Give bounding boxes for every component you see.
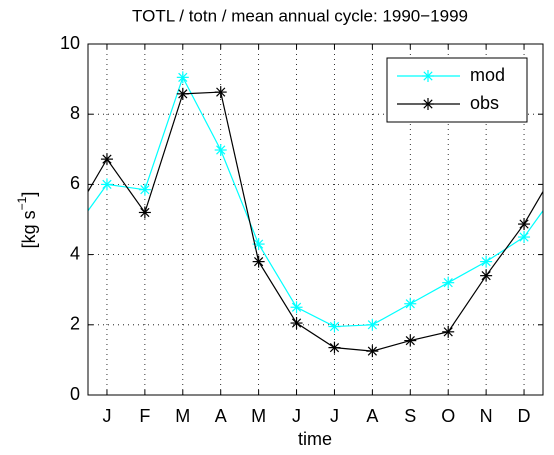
marker bbox=[138, 183, 151, 196]
legend-box bbox=[386, 57, 528, 123]
marker-stroke bbox=[178, 72, 188, 82]
legend-marker bbox=[422, 70, 434, 82]
marker-stroke bbox=[367, 320, 377, 330]
wrap-line bbox=[87, 184, 108, 212]
series-line bbox=[106, 75, 525, 328]
marker-stroke bbox=[443, 278, 453, 288]
marker-stroke bbox=[481, 271, 491, 281]
marker-stroke bbox=[423, 99, 433, 109]
x-tick-label: N bbox=[480, 406, 493, 426]
marker-stroke bbox=[329, 342, 340, 353]
marker bbox=[480, 255, 493, 268]
marker-stroke bbox=[519, 232, 529, 242]
marker bbox=[518, 231, 531, 244]
marker-stroke bbox=[291, 302, 302, 312]
wrap-line bbox=[523, 191, 544, 225]
marker-stroke bbox=[443, 327, 453, 337]
marker-stroke bbox=[291, 318, 302, 328]
marker bbox=[404, 334, 417, 347]
y-axis-label: [kg s−1] bbox=[15, 192, 39, 249]
marker-stroke bbox=[140, 207, 150, 218]
marker-stroke bbox=[367, 346, 377, 356]
y-label-sup: −1 bbox=[15, 196, 29, 210]
x-tick-label: O bbox=[441, 406, 455, 426]
marker-stroke bbox=[481, 256, 491, 267]
x-tick-label: A bbox=[366, 406, 378, 426]
marker bbox=[366, 345, 379, 358]
x-tick-label: J bbox=[102, 406, 111, 426]
series-line bbox=[106, 91, 525, 352]
marker-stroke bbox=[519, 219, 529, 229]
marker bbox=[328, 320, 341, 333]
marker-stroke bbox=[140, 185, 150, 195]
x-tick-label: M bbox=[251, 406, 266, 426]
wrap-line bbox=[87, 158, 108, 192]
y-tick-label: 2 bbox=[70, 314, 80, 334]
marker-stroke bbox=[423, 71, 433, 81]
chart-title: TOTL / totn / mean annual cycle: 1990−19… bbox=[132, 6, 468, 25]
legend-label: mod bbox=[470, 65, 505, 85]
x-tick-label: J bbox=[330, 406, 339, 426]
marker-stroke bbox=[329, 321, 340, 332]
marker bbox=[404, 297, 417, 310]
x-tick-label: J bbox=[292, 406, 301, 426]
y-label-part: ] bbox=[19, 192, 39, 197]
x-tick-label: A bbox=[215, 406, 227, 426]
marker bbox=[442, 325, 455, 338]
marker bbox=[518, 218, 531, 231]
marker bbox=[214, 86, 227, 99]
y-label-part: [kg s bbox=[19, 210, 39, 248]
y-tick-label: 4 bbox=[70, 243, 80, 263]
marker-stroke bbox=[405, 335, 415, 346]
marker bbox=[442, 276, 455, 289]
marker bbox=[176, 71, 189, 84]
marker bbox=[176, 87, 189, 100]
marker-stroke bbox=[178, 89, 188, 99]
x-tick-label: F bbox=[139, 406, 150, 426]
y-tick-label: 8 bbox=[70, 103, 80, 123]
marker bbox=[290, 317, 303, 330]
marker bbox=[100, 178, 113, 191]
legend-marker bbox=[422, 98, 434, 110]
wrap-line bbox=[523, 210, 544, 238]
marker-stroke bbox=[102, 154, 112, 164]
marker-stroke bbox=[405, 299, 415, 309]
x-tick-label: M bbox=[175, 406, 190, 426]
x-tick-label: S bbox=[404, 406, 416, 426]
marker-stroke bbox=[216, 145, 226, 155]
x-axis-label: time bbox=[298, 429, 332, 449]
marker bbox=[290, 301, 303, 314]
marker bbox=[138, 206, 151, 219]
marker-stroke bbox=[102, 179, 112, 190]
marker bbox=[100, 153, 113, 166]
y-tick-label: 10 bbox=[60, 33, 80, 53]
marker bbox=[214, 144, 227, 157]
marker-stroke bbox=[254, 256, 264, 267]
y-tick-label: 6 bbox=[70, 173, 80, 193]
marker-stroke bbox=[216, 87, 226, 97]
plot-frame bbox=[87, 43, 544, 396]
x-tick-label: D bbox=[518, 406, 531, 426]
marker bbox=[480, 269, 493, 282]
legend-label: obs bbox=[470, 93, 499, 113]
y-tick-label: 0 bbox=[70, 384, 80, 404]
marker bbox=[252, 255, 265, 268]
marker bbox=[328, 341, 341, 354]
marker bbox=[366, 318, 379, 331]
